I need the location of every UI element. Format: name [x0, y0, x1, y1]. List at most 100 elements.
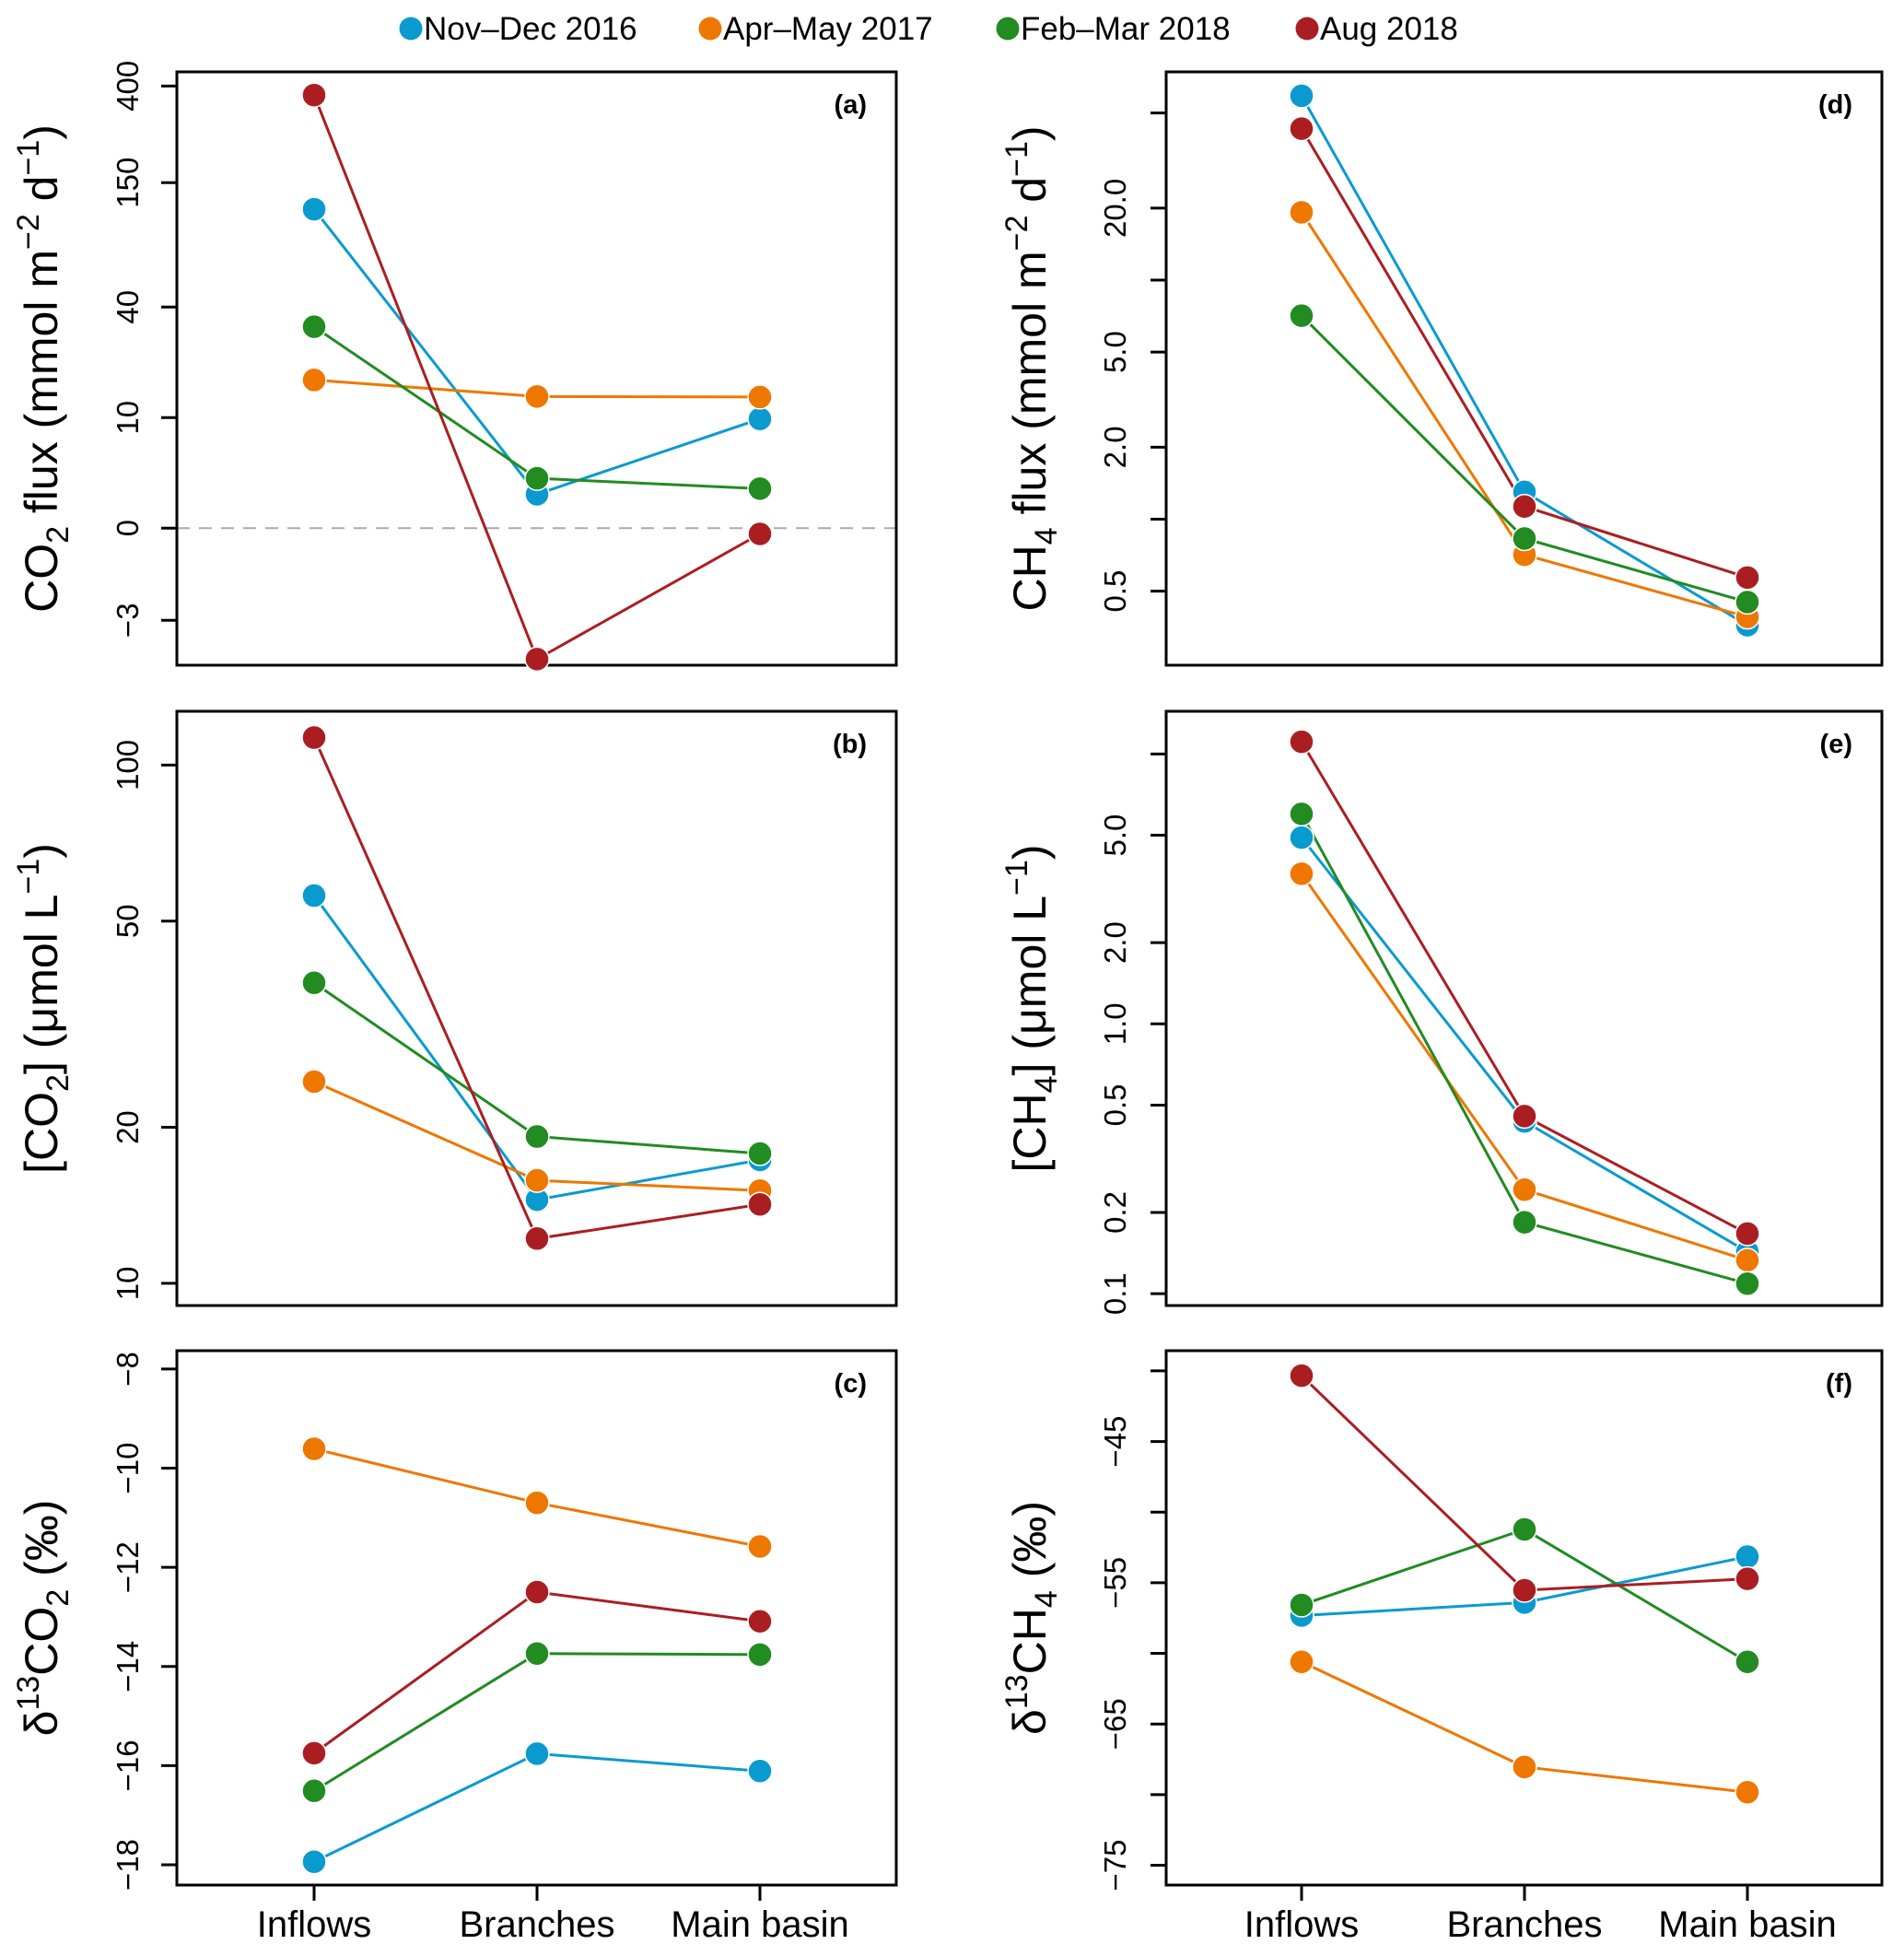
y-axis-title-part: −1 [999, 860, 1034, 896]
legend-label: Aug 2018 [1320, 11, 1458, 47]
y-axis-title-part: ) [1004, 125, 1056, 141]
data-point [524, 1167, 550, 1193]
data-point [747, 1758, 773, 1785]
y-axis-title: δ13CH4 (‰) [999, 1501, 1064, 1735]
legend: Nov–Dec 2016 Apr–May 2017 Feb–Mar 2018 Aug … [399, 11, 1458, 47]
y-tick-label: 10 [111, 401, 145, 435]
legend-label: Nov–Dec 2016 [424, 11, 637, 47]
panel-b: 100 50 20 10 [CO2] (μmol L−1) (b) [11, 709, 898, 1307]
plot-frame [1164, 1349, 1884, 1887]
y-axis-title: CO2 flux (mmol m−2 d−1) [11, 124, 76, 613]
panel-c: −8 −10 −12 −14 −16 −18 δ13CO2 (‰) (c) Inflows Bra… [11, 1349, 898, 1945]
y-axis-title-part: CH [1004, 1608, 1056, 1674]
data-point [1735, 1543, 1760, 1570]
data-point [747, 1141, 773, 1166]
data-point [747, 384, 773, 410]
data-point [524, 465, 550, 491]
y-tick-label: −55 [1098, 1557, 1132, 1609]
x-tick-label: Branches [1447, 1904, 1603, 1945]
legend-marker-icon [1295, 17, 1319, 41]
y-tick-label: 400 [111, 61, 145, 111]
data-point [1512, 1209, 1537, 1236]
data-point [1735, 589, 1760, 615]
data-point [524, 1579, 550, 1605]
data-point [747, 1609, 773, 1634]
legend-item: Nov–Dec 2016 [399, 11, 637, 47]
y-tick-label: −12 [111, 1541, 145, 1593]
data-point [1289, 1363, 1314, 1388]
data-point [1735, 1271, 1760, 1296]
y-axis-title-part: ) [16, 124, 67, 140]
series-line [312, 94, 761, 662]
y-axis-title-part: d [1004, 177, 1056, 216]
data-point [1289, 801, 1314, 827]
y-axis-title-part: ] (μmol L [1004, 896, 1056, 1076]
data-point [524, 646, 550, 673]
y-tick-label: −16 [111, 1739, 145, 1791]
y-tick-label: 150 [111, 158, 145, 208]
y-tick-label: 2.0 [1098, 426, 1132, 468]
y-axis-title-part: δ [1004, 1709, 1056, 1735]
data-point [301, 1740, 327, 1766]
panel-label: (c) [835, 1369, 867, 1399]
y-tick-label: 1.0 [1098, 1002, 1132, 1045]
data-point [301, 1778, 327, 1804]
data-point [747, 475, 773, 502]
y-axis-title-part: CH [1004, 545, 1056, 611]
y-axis-title: [CH4] (μmol L−1) [999, 845, 1064, 1173]
y-tick-label: 0.2 [1098, 1191, 1132, 1234]
data-point [301, 724, 327, 751]
data-point [1512, 493, 1537, 520]
y-axis-title-part: −2 [11, 214, 46, 250]
legend-marker-icon [996, 17, 1020, 41]
data-point [524, 1123, 550, 1150]
data-point [524, 1640, 550, 1667]
legend-label: Apr–May 2017 [723, 11, 933, 47]
y-tick-label: 5.0 [1098, 331, 1132, 373]
data-point [1289, 1592, 1314, 1618]
y-tick-label: 0 [111, 520, 145, 536]
plot-frame [175, 1349, 898, 1887]
y-tick-label: −8 [111, 1352, 145, 1387]
y-axis-title-part: 4 [1029, 527, 1064, 545]
y-tick-label: −14 [111, 1641, 145, 1692]
panel-d: 20.0 5.0 2.0 0.5 CH4 flux (mmol m−2 d−1) (d) [999, 70, 1884, 667]
x-tick-label: Main basin [671, 1904, 848, 1945]
data-point [301, 883, 327, 908]
data-point [1735, 1247, 1760, 1273]
plot-frame [175, 70, 898, 667]
y-axis-title: δ13CO2 (‰) [11, 1500, 76, 1737]
x-tick-label: Branches [460, 1904, 615, 1945]
data-point [1289, 115, 1314, 142]
legend-item: Apr–May 2017 [698, 11, 933, 47]
y-tick-label: 0.1 [1098, 1272, 1132, 1315]
y-tick-label: 5.0 [1098, 814, 1132, 857]
data-point [747, 1642, 773, 1668]
legend-marker-icon [698, 17, 722, 41]
data-point [1289, 199, 1314, 226]
data-point [1512, 1103, 1537, 1130]
panel-label: (b) [833, 730, 867, 759]
y-axis-title-part: δ [16, 1711, 67, 1737]
panel-label: (a) [835, 90, 867, 120]
y-tick-label: 10 [111, 1267, 145, 1301]
series-line [1300, 741, 1748, 1236]
y-axis-title-part: ] (μmol L [16, 895, 67, 1075]
data-point [1512, 1577, 1537, 1603]
legend-item: Aug 2018 [1295, 11, 1458, 47]
y-axis-title-part: ) [16, 843, 67, 859]
y-axis-title-part: 13 [999, 1674, 1034, 1709]
y-axis-title-part: [CH [1004, 1093, 1056, 1172]
y-axis-title-part: flux (mmol m [1004, 251, 1056, 527]
plot-frame [1164, 70, 1884, 667]
y-tick-label: 100 [111, 740, 145, 791]
series-line [312, 895, 761, 1201]
data-point [524, 1740, 550, 1767]
y-tick-label: −45 [1098, 1416, 1132, 1468]
y-tick-label: 40 [111, 290, 145, 324]
y-tick-label: −75 [1098, 1840, 1132, 1892]
series-line [313, 1590, 761, 1755]
data-point [301, 1069, 327, 1095]
data-point [301, 196, 327, 222]
